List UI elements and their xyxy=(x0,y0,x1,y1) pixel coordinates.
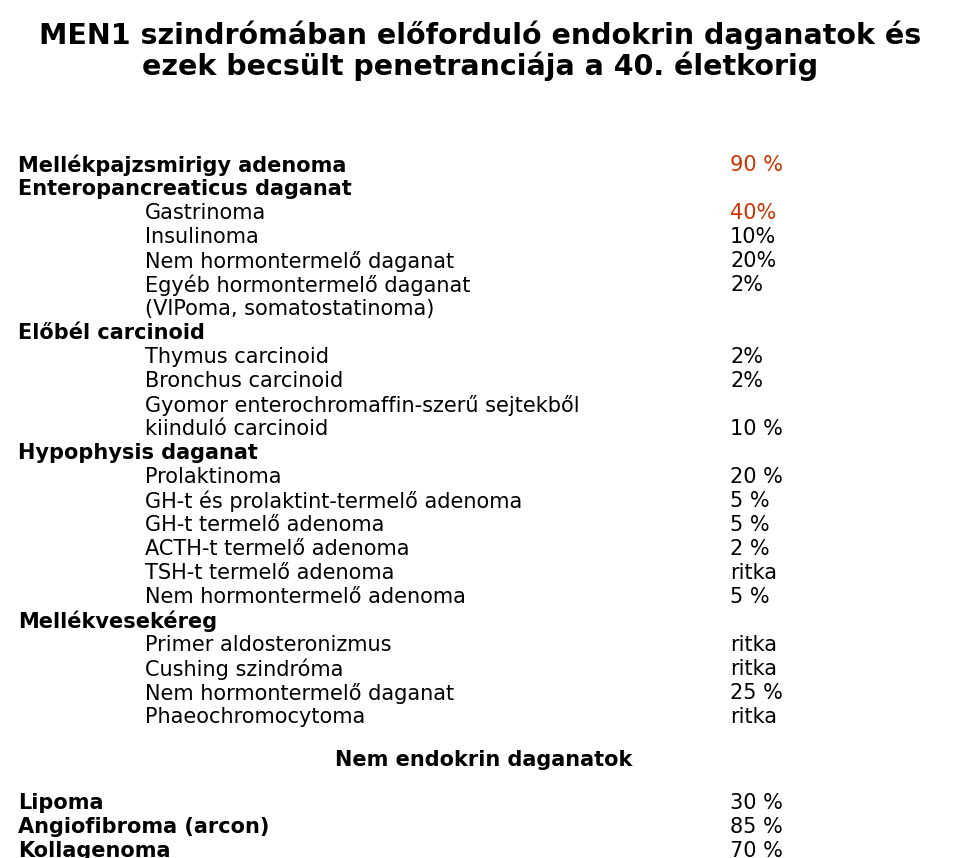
Text: ritka: ritka xyxy=(730,635,777,655)
Text: ezek becsült penetranciája a 40. életkorig: ezek becsült penetranciája a 40. életkor… xyxy=(142,51,818,82)
Text: 2 %: 2 % xyxy=(730,539,770,559)
Text: Lipoma: Lipoma xyxy=(18,794,104,813)
Text: Mellékpajzsmirigy adenoma: Mellékpajzsmirigy adenoma xyxy=(18,155,347,177)
Text: Nem hormontermelő adenoma: Nem hormontermelő adenoma xyxy=(145,587,466,607)
Text: 10%: 10% xyxy=(730,227,777,247)
Text: Phaeochromocytoma: Phaeochromocytoma xyxy=(145,707,365,727)
Text: GH-t és prolaktint-termelő adenoma: GH-t és prolaktint-termelő adenoma xyxy=(145,491,522,512)
Text: ritka: ritka xyxy=(730,563,777,583)
Text: Előbél carcinoid: Előbél carcinoid xyxy=(18,323,204,343)
Text: Gastrinoma: Gastrinoma xyxy=(145,203,266,223)
Text: TSH-t termelő adenoma: TSH-t termelő adenoma xyxy=(145,563,395,583)
Text: 25 %: 25 % xyxy=(730,683,782,703)
Text: 2%: 2% xyxy=(730,371,763,391)
Text: 5 %: 5 % xyxy=(730,491,770,511)
Text: Cushing szindróma: Cushing szindróma xyxy=(145,659,344,680)
Text: Hypophysis daganat: Hypophysis daganat xyxy=(18,443,258,463)
Text: 70 %: 70 % xyxy=(730,842,782,858)
Text: 40%: 40% xyxy=(730,203,777,223)
Text: Enteropancreaticus daganat: Enteropancreaticus daganat xyxy=(18,179,351,199)
Text: Nem hormontermelő daganat: Nem hormontermelő daganat xyxy=(145,251,454,272)
Text: (VIPoma, somatostatinoma): (VIPoma, somatostatinoma) xyxy=(145,299,434,319)
Text: 5 %: 5 % xyxy=(730,515,770,535)
Text: MEN1 szindrómában előforduló endokrin daganatok és: MEN1 szindrómában előforduló endokrin da… xyxy=(38,20,922,50)
Text: Nem hormontermelő daganat: Nem hormontermelő daganat xyxy=(145,683,454,704)
Text: 20 %: 20 % xyxy=(730,467,782,487)
Text: Bronchus carcinoid: Bronchus carcinoid xyxy=(145,371,344,391)
Text: ritka: ritka xyxy=(730,659,777,679)
Text: 10 %: 10 % xyxy=(730,419,782,439)
Text: Kollagenoma: Kollagenoma xyxy=(18,842,171,858)
Text: GH-t termelő adenoma: GH-t termelő adenoma xyxy=(145,515,384,535)
Text: Prolaktinoma: Prolaktinoma xyxy=(145,467,281,487)
Text: Nem endokrin daganatok: Nem endokrin daganatok xyxy=(335,750,633,770)
Text: Insulinoma: Insulinoma xyxy=(145,227,259,247)
Text: 5 %: 5 % xyxy=(730,587,770,607)
Text: 30 %: 30 % xyxy=(730,794,782,813)
Text: Primer aldosteronizmus: Primer aldosteronizmus xyxy=(145,635,392,655)
Text: Angiofibroma (arcon): Angiofibroma (arcon) xyxy=(18,818,270,837)
Text: 20%: 20% xyxy=(730,251,777,271)
Text: 2%: 2% xyxy=(730,347,763,367)
Text: kiinduló carcinoid: kiinduló carcinoid xyxy=(145,419,328,439)
Text: Mellékvesekéreg: Mellékvesekéreg xyxy=(18,611,217,632)
Text: Gyomor enterochromaffin-szerű sejtekből: Gyomor enterochromaffin-szerű sejtekből xyxy=(145,395,580,416)
Text: Thymus carcinoid: Thymus carcinoid xyxy=(145,347,329,367)
Text: ritka: ritka xyxy=(730,707,777,727)
Text: 85 %: 85 % xyxy=(730,818,782,837)
Text: 90 %: 90 % xyxy=(730,155,783,175)
Text: Egyéb hormontermelő daganat: Egyéb hormontermelő daganat xyxy=(145,275,470,297)
Text: ACTH-t termelő adenoma: ACTH-t termelő adenoma xyxy=(145,539,410,559)
Text: 2%: 2% xyxy=(730,275,763,295)
